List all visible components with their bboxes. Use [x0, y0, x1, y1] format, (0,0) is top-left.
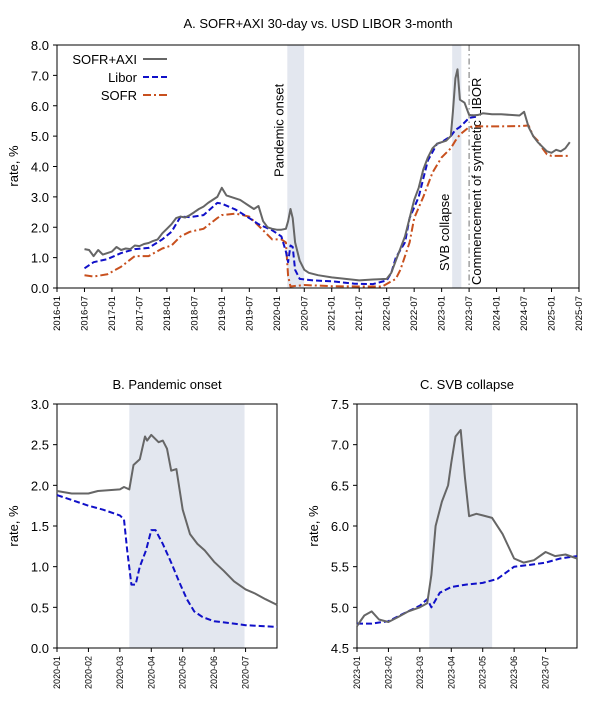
svb-collapse-label: SVB collapse	[437, 194, 452, 271]
x-tick-label: 2023-02	[383, 656, 393, 689]
series-line-sofr-axi	[84, 68, 571, 282]
legend-label-sofr: SOFR	[101, 88, 137, 103]
y-tick-label: 4.0	[31, 160, 49, 175]
panel-a: Commencement of synthetic LIBOR Pandemic …	[6, 16, 585, 331]
x-tick-label: 2024-07	[519, 296, 530, 331]
x-tick-label: 2023-01	[352, 656, 362, 689]
x-tick-label: 2018-07	[189, 296, 200, 331]
x-tick-label: 2020-03	[115, 656, 125, 689]
x-tick-label: 2022-07	[409, 296, 420, 331]
panel-c: 4.5 5.0 5.5 6.0 6.5 7.0 7.5 2023-01 2023-02 2023-…	[306, 377, 578, 689]
y-tick-label: 4.5	[331, 641, 349, 656]
y-tick-label: 5.5	[331, 560, 349, 575]
panel-b: 0.0 0.5 1.0 1.5 2.0 2.5 3.0 2020-01 2020-02 2020-…	[6, 377, 278, 689]
series-line-sofr-axi	[56, 433, 278, 606]
chart-title: B. Pandemic onset	[112, 377, 222, 392]
y-tick-label: 5.0	[331, 600, 349, 615]
y-tick-label: 1.5	[31, 519, 49, 534]
x-tick-label: 2024-01	[492, 296, 503, 331]
x-tick-label: 2023-05	[478, 656, 488, 689]
x-tick-label: 2023-03	[415, 656, 425, 689]
shaded-region-1	[287, 45, 305, 288]
x-tick-label: 2022-01	[382, 296, 393, 331]
series-line-libor	[56, 494, 278, 628]
x-tick-label: 2018-01	[162, 296, 173, 331]
y-tick-label: 5.0	[31, 129, 49, 144]
x-tick-label: 2016-01	[52, 296, 63, 331]
shaded-region-2	[452, 45, 462, 288]
x-tick-label: 2016-07	[79, 296, 90, 331]
x-tick-label: 2020-04	[146, 656, 156, 689]
y-tick-label: 7.0	[331, 438, 349, 453]
series-line-libor	[357, 555, 578, 625]
y-tick-label: 3.0	[31, 397, 49, 412]
y-tick-label: 2.0	[31, 478, 49, 493]
y-tick-label: 7.0	[31, 68, 49, 83]
y-axis-label: rate, %	[6, 145, 21, 187]
x-tick-label: 2020-01	[52, 656, 62, 689]
chart-title: A. SOFR+AXI 30-day vs. USD LIBOR 3-month	[183, 16, 452, 31]
x-tick-label: 2023-07	[541, 656, 551, 689]
legend-label-libor: Libor	[108, 70, 138, 85]
series-line-sofr	[84, 124, 570, 288]
x-tick-label: 2021-07	[354, 296, 365, 331]
y-tick-label: 7.5	[331, 397, 349, 412]
y-tick-label: 2.5	[31, 438, 49, 453]
y-tick-label: 1.0	[31, 560, 49, 575]
y-tick-label: 1.0	[31, 251, 49, 266]
x-tick-label: 2021-01	[327, 296, 338, 331]
x-tick-label: 2019-01	[217, 296, 228, 331]
y-tick-label: 8.0	[31, 38, 49, 53]
x-tick-label: 2020-02	[83, 656, 93, 689]
y-tick-label: 0.5	[31, 600, 49, 615]
x-tick-label: 2020-07	[299, 296, 310, 331]
x-tick-label: 2020-05	[178, 656, 188, 689]
x-tick-label: 2023-04	[446, 656, 456, 689]
y-axis-label: rate, %	[306, 505, 321, 547]
x-tick-label: 2025-01	[547, 296, 558, 331]
synthetic-libor-label: Commencement of synthetic LIBOR	[469, 78, 484, 285]
y-tick-label: 0.0	[31, 281, 49, 296]
pandemic-onset-label: Pandemic onset	[271, 83, 286, 177]
x-tick-label: 2020-01	[272, 296, 283, 331]
x-tick-label: 2019-07	[244, 296, 255, 331]
legend-label-sofr-axi: SOFR+AXI	[72, 52, 137, 67]
x-tick-label: 2020-06	[209, 656, 219, 689]
y-tick-label: 0.0	[31, 641, 49, 656]
series-line-sofr-axi	[356, 429, 578, 627]
y-tick-label: 6.0	[331, 519, 349, 534]
y-tick-label: 6.0	[31, 99, 49, 114]
x-tick-label: 2023-06	[509, 656, 519, 689]
x-tick-label: 2025-07	[574, 296, 585, 331]
x-tick-label: 2017-07	[134, 296, 145, 331]
x-tick-label: 2023-01	[437, 296, 448, 331]
y-tick-label: 2.0	[31, 220, 49, 235]
y-axis-label: rate, %	[6, 505, 21, 547]
x-tick-label: 2020-07	[241, 656, 251, 689]
chart-title: C. SVB collapse	[420, 377, 514, 392]
x-tick-label: 2023-07	[464, 296, 475, 331]
legend: SOFR+AXI Libor SOFR	[72, 52, 167, 103]
x-tick-label: 2017-01	[107, 296, 118, 331]
y-tick-label: 6.5	[331, 478, 349, 493]
shaded-region-1	[429, 404, 493, 648]
y-tick-label: 3.0	[31, 190, 49, 205]
